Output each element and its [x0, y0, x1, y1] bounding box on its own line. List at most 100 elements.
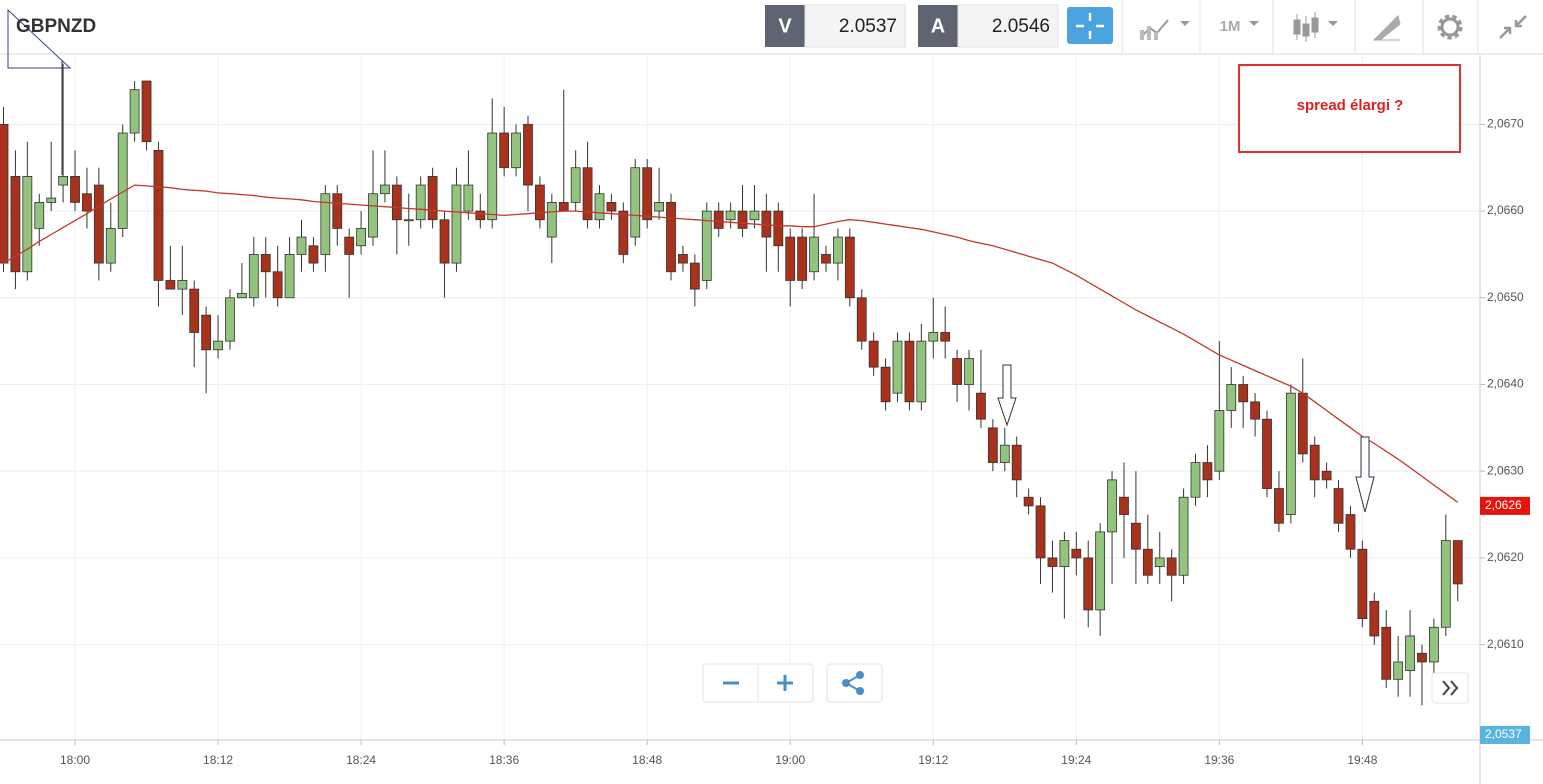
timeframe[interactable]: 1M	[1220, 18, 1241, 35]
scroll-end-icon	[1442, 680, 1459, 696]
candle-body	[1226, 384, 1237, 411]
candle-body	[46, 197, 57, 203]
price-label-box	[1480, 726, 1530, 744]
candle-body	[34, 202, 45, 229]
candle-body	[1297, 392, 1308, 455]
candle-body	[1154, 557, 1165, 567]
candle-body	[129, 89, 140, 134]
sell-button[interactable]	[765, 5, 805, 47]
candle-body	[523, 123, 533, 186]
candle-body	[1095, 531, 1106, 611]
candle-body	[940, 332, 951, 342]
candle-body	[70, 175, 80, 203]
candle-body	[654, 202, 664, 212]
candle-body	[797, 236, 808, 281]
candle-body	[296, 236, 307, 255]
sell-price: 2.0537	[839, 16, 897, 37]
candle-body	[701, 210, 712, 281]
x-tick-label: 18:12	[203, 753, 233, 767]
candle-body	[117, 132, 128, 229]
candle-body	[248, 254, 259, 299]
candle-body	[785, 236, 796, 281]
candle-body	[320, 193, 331, 255]
sell-field	[804, 4, 906, 48]
candle-body	[749, 210, 760, 221]
candle-body	[1202, 462, 1213, 481]
candle-body	[606, 202, 617, 212]
arrow	[997, 364, 1017, 427]
price-label: 2,0626	[1485, 498, 1522, 512]
candle-body	[916, 340, 927, 403]
candle-body	[82, 193, 92, 212]
corner-mark	[7, 8, 72, 69]
candle-body	[892, 340, 903, 394]
candle-body	[189, 288, 200, 333]
candle-body	[213, 340, 223, 351]
draw-button[interactable]	[1372, 15, 1401, 41]
candle-body	[153, 149, 164, 281]
candle-body	[1381, 626, 1392, 680]
candle-body	[439, 219, 450, 264]
candle-body	[1262, 418, 1272, 489]
x-tick-label: 18:24	[346, 753, 376, 767]
candle-body	[546, 202, 557, 238]
indicator-button[interactable]	[1139, 19, 1190, 40]
price-label-box	[1480, 496, 1530, 515]
candle-body	[1285, 392, 1296, 515]
candle-body	[391, 184, 402, 221]
share-button[interactable]	[826, 663, 883, 703]
candle-body	[451, 184, 462, 264]
crosshair-button[interactable]	[1067, 7, 1113, 44]
candle-body	[558, 202, 569, 212]
candle-body	[403, 219, 414, 222]
candle-body	[105, 228, 116, 264]
timeframe-caret	[1249, 21, 1259, 26]
settings-button[interactable]	[1437, 14, 1463, 40]
candle-body	[272, 271, 283, 299]
candle-body	[177, 280, 188, 290]
x-tick-label: 19:24	[1061, 753, 1091, 767]
candle-body	[487, 132, 498, 221]
candle-body	[1250, 401, 1260, 420]
candle-body	[952, 358, 962, 385]
candle-body	[332, 193, 343, 229]
candle-body	[868, 340, 879, 368]
candle-body	[1214, 410, 1225, 472]
candles	[0, 63, 1463, 706]
buy-label: A	[931, 15, 945, 37]
candle-body	[1429, 626, 1439, 663]
x-tick-label: 19:48	[1347, 753, 1377, 767]
price-label: 2,0537	[1485, 727, 1522, 741]
candle-body	[964, 358, 974, 385]
candle-body	[1131, 522, 1141, 550]
buy-button[interactable]	[918, 5, 958, 47]
candle-body	[22, 175, 33, 273]
chart-type-button[interactable]	[1293, 12, 1338, 42]
candle-body	[1107, 479, 1117, 533]
candle-body	[236, 293, 247, 299]
candle-body	[1035, 505, 1046, 559]
candle-body	[1178, 496, 1189, 576]
candle-body	[1011, 444, 1022, 481]
candle-body	[594, 193, 605, 221]
candle-body	[1369, 600, 1380, 637]
candle-body	[1357, 548, 1368, 620]
collapse-button[interactable]	[1499, 15, 1527, 39]
candle-body	[844, 236, 855, 299]
candle-body	[1238, 384, 1249, 403]
candle-body	[463, 184, 474, 212]
candle-body	[1047, 557, 1058, 567]
candle-body	[427, 175, 438, 221]
candle-body	[356, 228, 367, 247]
candle-body	[475, 210, 486, 221]
candle-body	[976, 392, 986, 420]
y-tick-label: 2,0640	[1487, 377, 1524, 391]
plot-area: 2,0610 2,0620 2,0630 2,0640 2,0650 2,0660 2,06…	[0, 55, 1543, 784]
candle-body	[880, 366, 891, 403]
candle-body	[284, 254, 295, 299]
candle-body	[1393, 661, 1404, 680]
x-tick-label: 18:48	[632, 753, 662, 767]
candle-body	[642, 167, 653, 221]
candle-body	[1023, 496, 1034, 507]
